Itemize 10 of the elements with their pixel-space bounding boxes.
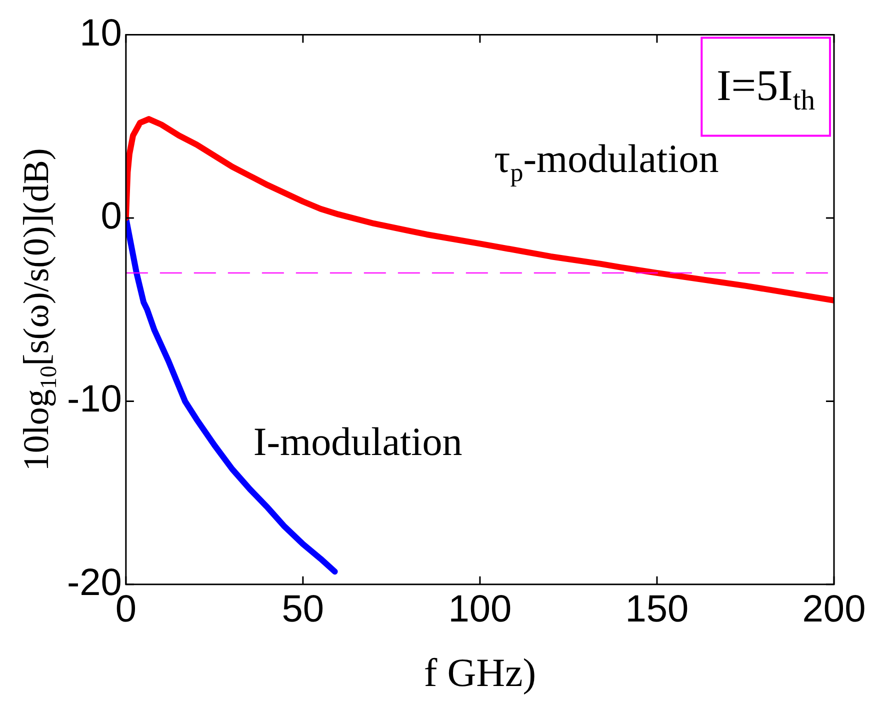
- series-label: I-modulation: [253, 419, 462, 464]
- x-tick-label: 200: [802, 588, 866, 631]
- x-axis-title: f GHz): [424, 650, 536, 695]
- x-tick-label: 50: [282, 588, 324, 631]
- y-tick-label: -10: [67, 378, 122, 421]
- y-axis-title: 10log10[s(ω)/s(0)](dB): [16, 148, 62, 472]
- x-tick-label: 150: [625, 588, 689, 631]
- x-tick-label: 100: [448, 588, 512, 631]
- y-tick-label: 0: [100, 195, 122, 238]
- y-tick-label: 10: [80, 12, 122, 54]
